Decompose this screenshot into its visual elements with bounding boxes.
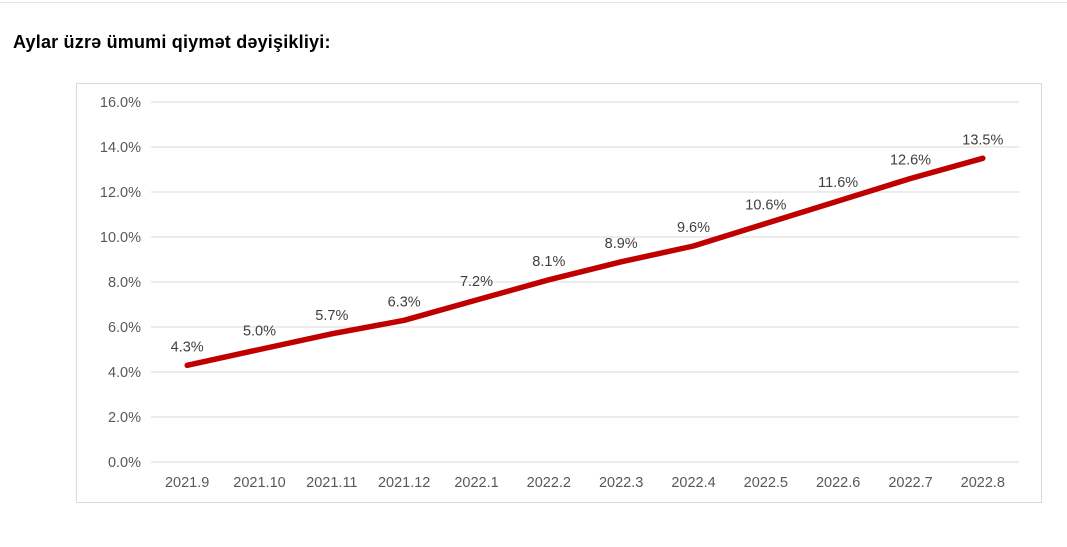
y-axis-tick-label: 0.0%	[108, 455, 141, 471]
y-axis-tick-label: 8.0%	[108, 275, 141, 291]
series-line	[184, 155, 986, 369]
data-label: 12.6%	[890, 153, 931, 169]
x-axis-tick-label: 2022.1	[454, 475, 498, 491]
x-axis-tick-label: 2022.6	[816, 475, 860, 491]
data-label: 5.7%	[315, 308, 348, 324]
y-axis-tick-label: 12.0%	[100, 185, 141, 201]
data-label: 11.6%	[818, 175, 858, 191]
x-axis-tick-label: 2021.11	[306, 475, 357, 491]
x-axis-tick-label: 2021.12	[378, 475, 430, 491]
y-axis-tick-label: 16.0%	[100, 95, 141, 111]
data-label: 7.2%	[460, 274, 493, 290]
top-divider	[0, 2, 1067, 3]
y-axis-tick-label: 14.0%	[100, 140, 141, 156]
data-label: 6.3%	[388, 294, 421, 310]
y-axis-tick-label: 4.0%	[108, 365, 141, 381]
x-axis-tick-label: 2022.4	[671, 475, 715, 491]
data-label: 10.6%	[745, 198, 786, 214]
data-label: 8.9%	[605, 236, 638, 252]
y-axis-tick-label: 6.0%	[108, 320, 141, 336]
chart-container: 0.0% 2.0% 4.0% 6.0% 8.0% 10.0% 12.0% 14.0% 16.0%…	[76, 83, 1042, 503]
x-axis-tick-label: 2022.7	[888, 475, 932, 491]
x-axis-tick-label: 2022.5	[744, 475, 788, 491]
data-label: 13.5%	[962, 132, 1003, 148]
x-axis-tick-label: 2022.8	[961, 475, 1005, 491]
x-axis-tick-label: 2021.10	[233, 475, 285, 491]
y-axis-tick-label: 2.0%	[108, 410, 141, 426]
x-axis-tick-label: 2021.9	[165, 475, 209, 491]
y-axis-tick-label: 10.0%	[100, 230, 141, 246]
data-label: 4.3%	[171, 339, 204, 355]
page-title: Aylar üzrə ümumi qiymət dəyişikliyi:	[13, 32, 331, 52]
data-label: 8.1%	[532, 254, 565, 270]
x-axis-tick-label: 2022.3	[599, 475, 643, 491]
line-chart: 0.0% 2.0% 4.0% 6.0% 8.0% 10.0% 12.0% 14.0% 16.0%…	[100, 95, 1019, 491]
x-axis-tick-label: 2022.2	[527, 475, 571, 491]
data-label: 5.0%	[243, 324, 276, 340]
data-label: 9.6%	[677, 220, 710, 236]
